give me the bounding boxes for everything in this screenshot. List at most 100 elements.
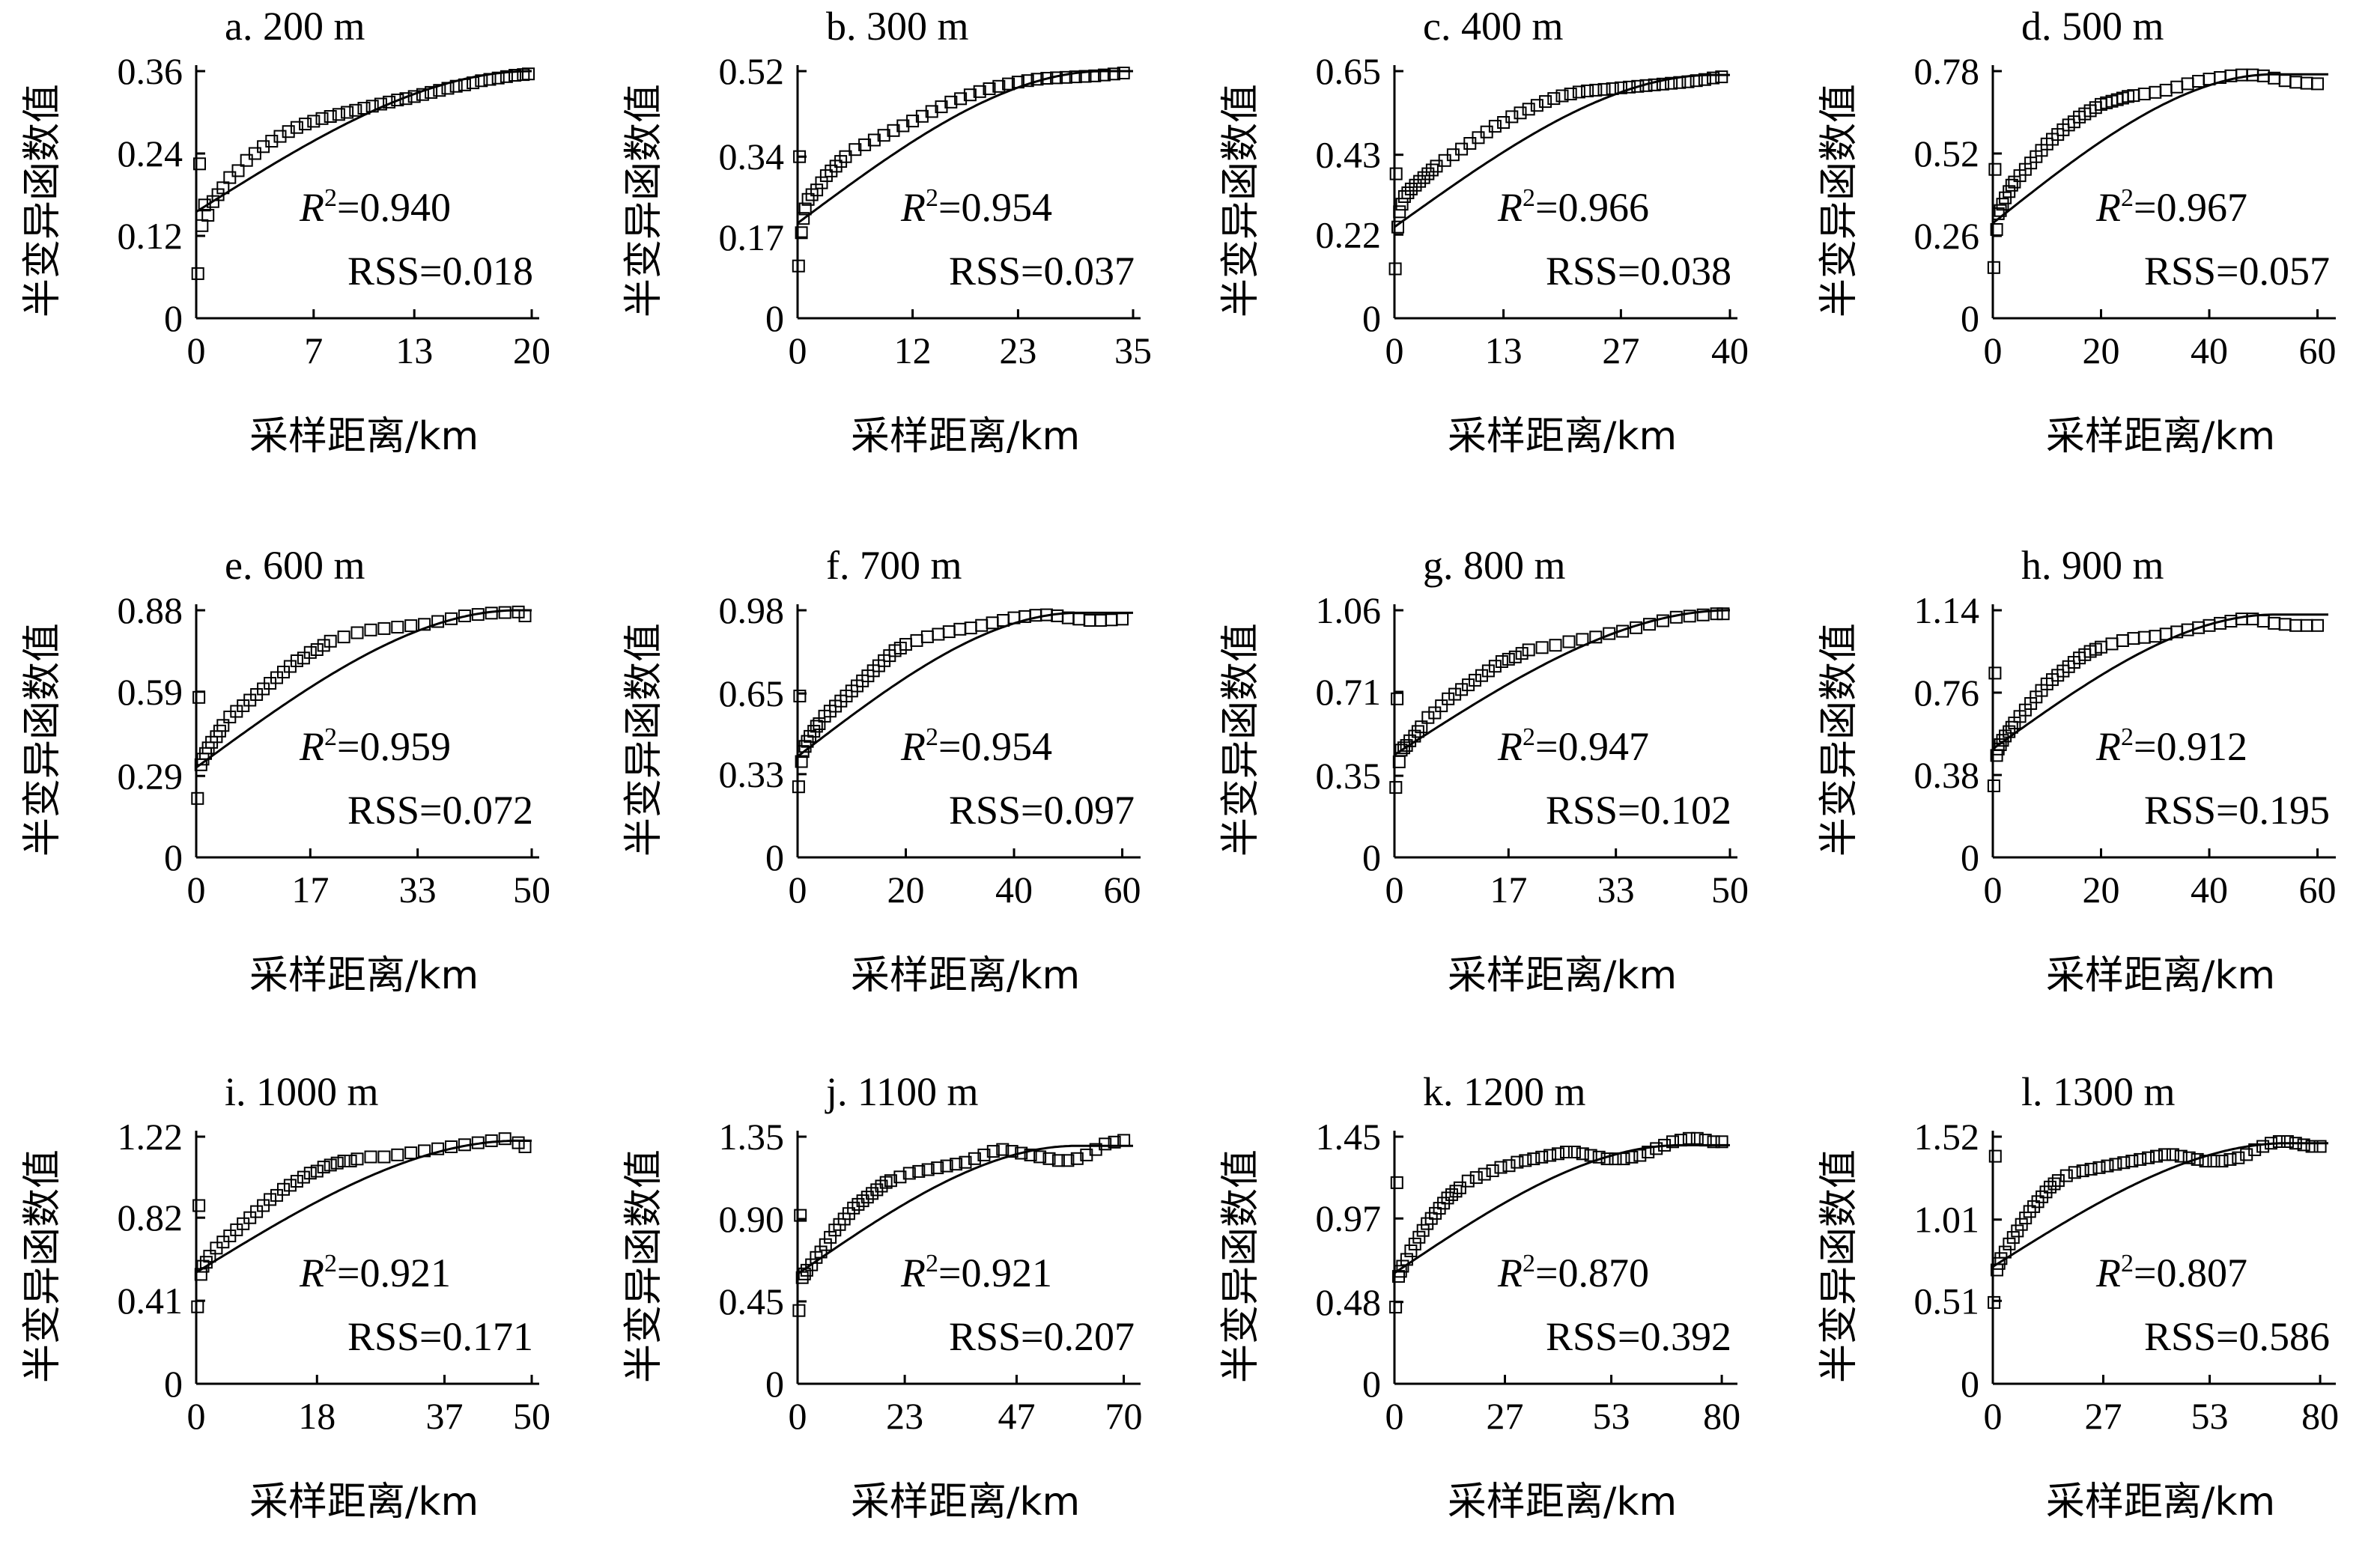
data-point	[1623, 80, 1636, 94]
r2-superscript: 2	[926, 723, 938, 751]
data-point	[1515, 647, 1529, 660]
data-point	[1449, 1185, 1463, 1198]
data-point	[2149, 85, 2162, 99]
data-point	[1674, 1134, 1687, 1147]
data-point	[1011, 76, 1024, 89]
y-tick-label: 0.43	[1316, 134, 1382, 176]
r2-superscript: 2	[324, 723, 337, 751]
data-point	[1707, 71, 1720, 85]
data-point	[867, 133, 881, 147]
data-point	[2137, 88, 2151, 100]
data-point	[283, 1179, 297, 1192]
x-axis-label: 采样距离/km	[2046, 1480, 2275, 1525]
data-point	[798, 1267, 811, 1280]
data-point	[1690, 74, 1703, 88]
y-axis-label: 半变异函数值	[622, 84, 667, 317]
x-tick-label: 60	[1104, 869, 1141, 911]
panel-title: l. 1300 m	[2021, 1069, 2176, 1114]
data-point	[491, 71, 505, 85]
y-tick-label: 0	[1362, 297, 1381, 339]
data-point	[1547, 92, 1561, 106]
data-point	[1478, 1167, 1491, 1181]
data-point	[1998, 1245, 2012, 1259]
data-point	[847, 1201, 860, 1215]
y-axis-label: 半变异函数值	[20, 623, 65, 857]
data-point	[216, 181, 230, 195]
rss-stat: RSS=0.038	[1546, 249, 1731, 294]
data-point	[810, 183, 824, 197]
data-point	[1698, 73, 1711, 86]
data-point	[2278, 618, 2292, 631]
data-point	[792, 1304, 806, 1317]
rss-stat: RSS=0.018	[347, 249, 533, 294]
data-point	[498, 606, 511, 619]
rss-stat: RSS=0.195	[2144, 788, 2330, 833]
x-tick-label: 80	[2301, 1395, 2339, 1437]
data-point	[416, 88, 429, 101]
data-point	[1002, 77, 1016, 91]
x-tick-label: 18	[298, 1395, 336, 1437]
y-tick-label: 0	[765, 1363, 784, 1405]
r2-stat: R2=0.959	[299, 723, 451, 769]
r2-value: =0.870	[1535, 1250, 1649, 1295]
data-point	[1462, 678, 1475, 692]
data-point	[856, 1194, 869, 1208]
data-point	[1584, 1149, 1597, 1162]
data-point	[975, 619, 989, 632]
y-tick-label: 1.52	[1914, 1116, 1980, 1158]
data-point	[1390, 1176, 1403, 1189]
data-point	[963, 88, 977, 102]
data-point	[192, 690, 206, 704]
data-point	[920, 630, 934, 643]
y-tick-label: 0.12	[118, 215, 183, 257]
x-tick-label: 80	[1703, 1395, 1740, 1437]
data-point	[1603, 627, 1616, 640]
x-tick-label: 27	[1487, 1395, 1524, 1437]
data-point	[364, 623, 377, 636]
data-point	[1710, 607, 1723, 621]
y-tick-label: 0	[164, 1363, 183, 1405]
y-tick-label: 0.24	[118, 133, 183, 174]
data-point	[2297, 1138, 2310, 1152]
data-point	[1435, 699, 1448, 713]
data-point	[2076, 1164, 2089, 1178]
data-point	[1413, 174, 1427, 188]
x-tick-label: 40	[2191, 869, 2228, 911]
data-point	[203, 1250, 216, 1263]
data-point	[2223, 1152, 2237, 1166]
data-point	[1616, 624, 1630, 638]
x-tick-label: 50	[513, 869, 550, 911]
data-point	[290, 1175, 303, 1188]
data-point	[191, 791, 204, 805]
data-point	[418, 1144, 431, 1158]
data-point	[303, 645, 317, 659]
data-point	[1648, 78, 1661, 91]
data-point	[2117, 1156, 2131, 1170]
data-point	[1987, 261, 2000, 274]
data-point	[498, 1132, 511, 1146]
data-point	[1495, 655, 1508, 668]
data-point	[2047, 1177, 2061, 1191]
x-tick-label: 23	[886, 1395, 923, 1437]
data-point	[839, 150, 852, 163]
r2-symbol: R	[2095, 1250, 2121, 1295]
data-point	[1400, 739, 1413, 753]
data-point	[805, 188, 819, 201]
y-tick-label: 0.71	[1316, 671, 1382, 713]
data-point	[887, 124, 900, 137]
data-point	[1105, 613, 1118, 627]
r2-superscript: 2	[926, 184, 938, 212]
x-axis-label: 采样距离/km	[2046, 953, 2275, 998]
panel-title: b. 300 m	[826, 4, 969, 49]
data-point	[191, 267, 204, 280]
x-tick-label: 27	[1602, 329, 1639, 371]
data-point	[1988, 1149, 2002, 1163]
data-point	[2005, 720, 2018, 734]
data-point	[2174, 1149, 2188, 1163]
data-point	[391, 94, 404, 106]
data-point	[870, 1183, 884, 1197]
y-tick-label: 1.45	[1316, 1116, 1382, 1158]
y-tick-label: 0	[1961, 836, 1979, 878]
